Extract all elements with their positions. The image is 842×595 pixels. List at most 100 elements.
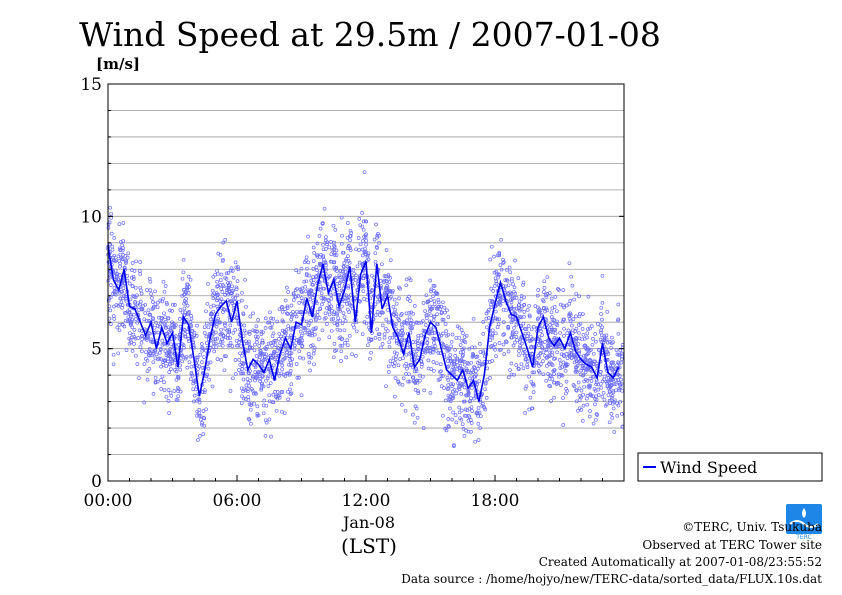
scatter-point xyxy=(117,328,122,333)
scatter-point xyxy=(493,331,498,336)
scatter-point xyxy=(541,290,546,294)
scatter-point xyxy=(339,275,344,280)
scatter-point xyxy=(305,266,309,271)
scatter-point xyxy=(589,379,594,383)
scatter-point xyxy=(360,224,365,229)
scatter-point xyxy=(569,274,574,279)
scatter-point xyxy=(287,354,292,358)
scatter-point xyxy=(192,393,197,398)
scatter-point xyxy=(506,349,511,354)
scatter-point xyxy=(325,306,329,310)
scatter-point xyxy=(446,356,451,361)
scatter-point xyxy=(200,360,204,364)
scatter-point xyxy=(431,336,436,341)
scatter-point xyxy=(340,233,344,238)
scatter-point xyxy=(364,238,369,243)
scatter-point xyxy=(493,347,497,352)
scatter-point xyxy=(619,351,624,356)
scatter-point xyxy=(112,253,117,258)
scatter-point xyxy=(598,370,603,374)
scatter-point xyxy=(310,292,315,296)
scatter-point xyxy=(382,280,386,284)
scatter-point xyxy=(127,307,132,312)
scatter-point xyxy=(139,291,144,296)
scatter-point xyxy=(332,245,337,249)
axis-ticks: 0 5 10 15 00:00 06:00 12:00 18:00 xyxy=(80,75,624,511)
scatter-point xyxy=(525,359,530,364)
scatter-point xyxy=(575,364,580,368)
scatter-point xyxy=(315,268,319,272)
scatter-point xyxy=(140,349,144,354)
scatter-point xyxy=(411,375,416,380)
scatter-point xyxy=(348,234,352,239)
scatter-point xyxy=(373,251,378,256)
scatter-point xyxy=(233,372,238,376)
scatter-point xyxy=(262,398,267,403)
scatter-point xyxy=(181,257,186,262)
scatter-point xyxy=(530,406,535,411)
scatter-points xyxy=(106,170,625,448)
scatter-point xyxy=(544,378,549,383)
scatter-point xyxy=(231,330,236,335)
scatter-point xyxy=(307,273,311,278)
scatter-point xyxy=(200,421,204,425)
scatter-point xyxy=(510,332,515,337)
scatter-point xyxy=(235,343,239,348)
scatter-point xyxy=(331,312,336,317)
scatter-point xyxy=(264,378,268,383)
scatter-point xyxy=(219,358,223,362)
scatter-point xyxy=(223,321,227,326)
scatter-point xyxy=(470,345,474,350)
scatter-point xyxy=(360,211,364,215)
scatter-point xyxy=(388,335,392,340)
scatter-point xyxy=(455,324,460,329)
scatter-point xyxy=(302,330,307,335)
scatter-point xyxy=(198,352,203,357)
scatter-point xyxy=(151,349,156,354)
scatter-point xyxy=(130,284,135,288)
scatter-point xyxy=(400,338,404,343)
scatter-point xyxy=(189,370,194,375)
scatter-point xyxy=(394,301,399,306)
scatter-point xyxy=(452,443,456,447)
scatter-point xyxy=(469,405,474,410)
scatter-point xyxy=(481,402,485,406)
scatter-point xyxy=(430,331,435,336)
scatter-point xyxy=(288,358,293,363)
scatter-point xyxy=(476,422,481,426)
scatter-point xyxy=(318,307,323,311)
scatter-point xyxy=(115,272,120,276)
scatter-point xyxy=(459,392,464,396)
scatter-point xyxy=(445,308,449,313)
scatter-point xyxy=(394,314,398,319)
scatter-point xyxy=(124,311,129,315)
scatter-point xyxy=(130,325,135,330)
scatter-point xyxy=(297,349,302,354)
scatter-point xyxy=(372,237,377,242)
scatter-point xyxy=(485,377,490,382)
scatter-point xyxy=(163,284,168,288)
scatter-point xyxy=(438,369,442,374)
scatter-point xyxy=(297,375,301,380)
scatter-point xyxy=(248,407,253,412)
scatter-point xyxy=(512,285,517,290)
scatter-point xyxy=(285,285,289,290)
scatter-point xyxy=(164,364,169,369)
scatter-point xyxy=(537,355,541,360)
scatter-point xyxy=(441,342,446,347)
scatter-point xyxy=(461,426,466,431)
scatter-point xyxy=(341,311,346,315)
scatter-point xyxy=(433,337,438,341)
scatter-point xyxy=(288,369,293,373)
scatter-point xyxy=(229,291,233,295)
scatter-point xyxy=(380,342,385,346)
scatter-point xyxy=(145,369,150,374)
scatter-point xyxy=(497,252,502,256)
footer-source: Data source : /home/hojyo/new/TERC-data/… xyxy=(401,572,822,586)
scatter-point xyxy=(261,403,266,408)
scatter-point xyxy=(451,389,455,394)
scatter-point xyxy=(453,413,458,417)
scatter-point xyxy=(318,226,323,231)
scatter-point xyxy=(166,330,171,334)
